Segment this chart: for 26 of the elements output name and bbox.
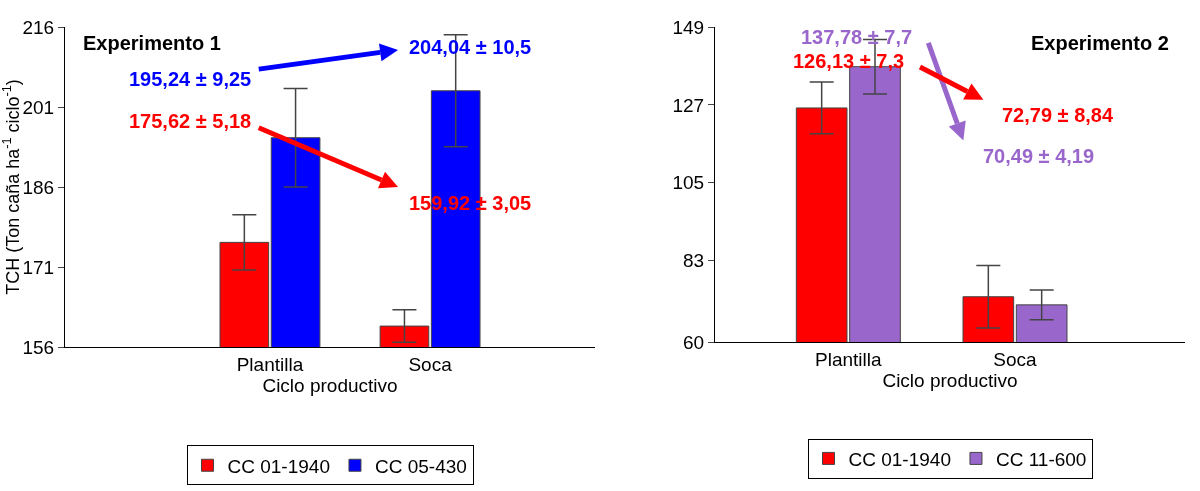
y-tick-label: 83 xyxy=(683,250,705,272)
y-tick-label: 149 xyxy=(672,16,705,38)
y-tick-label: 105 xyxy=(672,172,705,194)
chart-title: Experimento 1 xyxy=(83,32,221,54)
legend-label: CC 11-600 xyxy=(995,448,1087,470)
legend-label: CC 05-430 xyxy=(374,455,467,477)
y-tick-label: 186 xyxy=(22,176,55,198)
annotation: 72,79 ± 8,84 xyxy=(1002,104,1114,126)
y-tick-label: 201 xyxy=(22,96,55,118)
x-tick-label: Soca xyxy=(993,348,1038,370)
legend-label: CC 01-1940 xyxy=(227,455,330,477)
y-tick-label: 156 xyxy=(22,336,55,358)
legend-label: CC 01-1940 xyxy=(848,448,951,470)
chart-title: Experimento 2 xyxy=(1031,32,1169,54)
x-axis-title: Ciclo productivo xyxy=(882,369,1018,391)
y-tick-label: 216 xyxy=(22,16,55,38)
x-axis-title: Ciclo productivo xyxy=(262,374,398,396)
annotation: 70,49 ± 4,19 xyxy=(983,145,1095,167)
annotation: 175,62 ± 5,18 xyxy=(129,110,252,132)
y-tick-label: 171 xyxy=(22,256,55,278)
x-tick-label: Soca xyxy=(408,353,453,375)
y-tick-label: 60 xyxy=(683,331,705,353)
y-tick-label: 127 xyxy=(672,94,705,116)
x-tick-label: Plantilla xyxy=(815,348,883,370)
x-tick-label: Plantilla xyxy=(236,353,304,375)
annotation: 195,24 ± 9,25 xyxy=(129,68,252,90)
